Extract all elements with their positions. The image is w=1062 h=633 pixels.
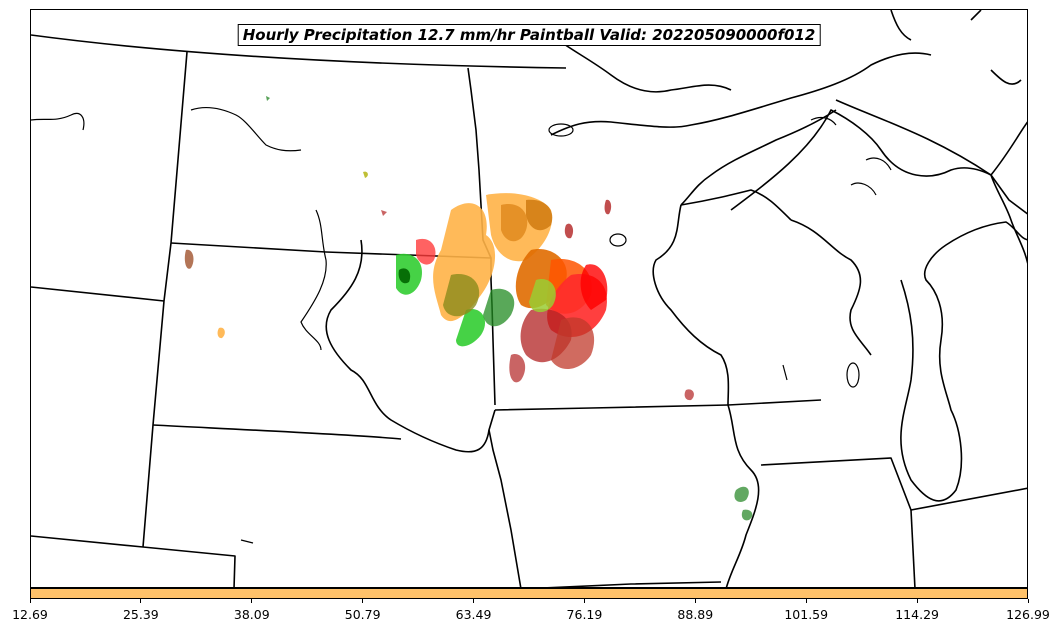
colorbar-tick-label: 88.89 — [677, 607, 714, 622]
colorbar-tick-mark — [473, 599, 475, 603]
colorbar-tick-label: 50.79 — [344, 607, 381, 622]
colorbar-tick-label: 12.69 — [12, 607, 48, 622]
colorbar-tick-mark — [805, 599, 807, 603]
colorbar-tick-mark — [251, 599, 253, 603]
colorbar-tick-mark — [694, 599, 696, 603]
colorbar-tick-label: 38.09 — [233, 607, 270, 622]
colorbar-tick-mark — [29, 599, 31, 603]
precipitation-map — [31, 10, 1027, 587]
colorbar-tick-label: 76.19 — [566, 607, 603, 622]
state-boundaries — [31, 10, 1027, 587]
colorbar-tick-mark — [583, 599, 585, 603]
map-title: Hourly Precipitation 12.7 mm/hr Paintbal… — [237, 24, 821, 46]
colorbar-tick-label: 126.99 — [1006, 607, 1050, 622]
paintball-precip — [184, 96, 753, 521]
colorbar-tick-mark — [1027, 599, 1029, 603]
map-panel: Hourly Precipitation 12.7 mm/hr Paintbal… — [30, 9, 1028, 588]
colorbar-tick-mark — [916, 599, 918, 603]
colorbar-tick-label: 63.49 — [455, 607, 492, 622]
colorbar-tick-mark — [140, 599, 142, 603]
colorbar-tick-label: 114.29 — [895, 607, 939, 622]
colorbar-tick-mark — [362, 599, 364, 603]
colorbar-tick-label: 101.59 — [784, 607, 829, 622]
colorbar-ticks: 12.69 25.39 38.09 50.79 63.49 76.19 88.89 101.5… — [0, 599, 1062, 629]
colorbar-tick-label: 25.39 — [122, 607, 159, 622]
lakes — [31, 106, 892, 544]
colorbar — [30, 588, 1028, 599]
